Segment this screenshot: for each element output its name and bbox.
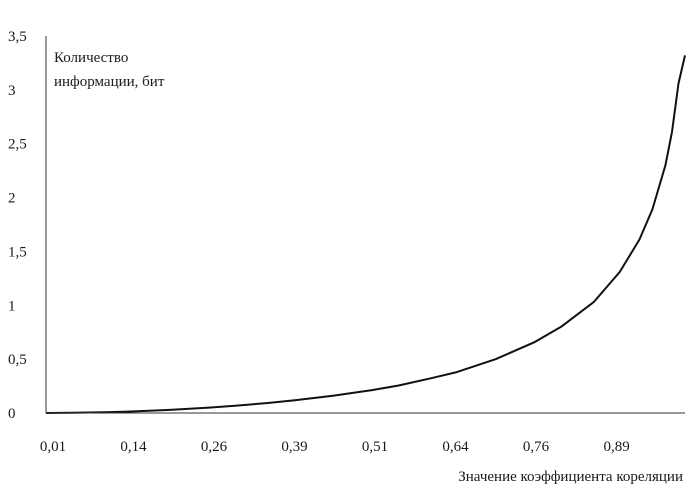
y-tick-label: 0,5 [8, 352, 27, 368]
y-axis-title-line-1: Количество [54, 50, 128, 66]
x-tick-label: 0,26 [201, 439, 228, 455]
plot-area [46, 36, 685, 413]
y-tick-label: 2,5 [8, 137, 27, 153]
x-tick-label: 0,64 [442, 439, 469, 455]
y-tick-label: 3,5 [8, 29, 27, 45]
x-tick-label: 0,51 [362, 439, 388, 455]
y-tick-label: 1 [8, 298, 16, 314]
y-tick-label: 0 [8, 406, 16, 422]
x-axis-title: Значение коэффициента кореляции [458, 469, 683, 485]
y-tick-label: 2 [8, 191, 16, 207]
x-tick-label: 0,89 [603, 439, 629, 455]
plot-background [46, 36, 685, 413]
x-tick-label: 0,39 [281, 439, 307, 455]
y-tick-label: 1,5 [8, 244, 27, 260]
x-tick-label: 0,76 [523, 439, 550, 455]
x-tick-label: 0,01 [40, 439, 66, 455]
y-axis-title-line-2: информации, бит [54, 74, 165, 90]
x-tick-label: 0,14 [120, 439, 147, 455]
y-tick-label: 3 [8, 83, 16, 99]
